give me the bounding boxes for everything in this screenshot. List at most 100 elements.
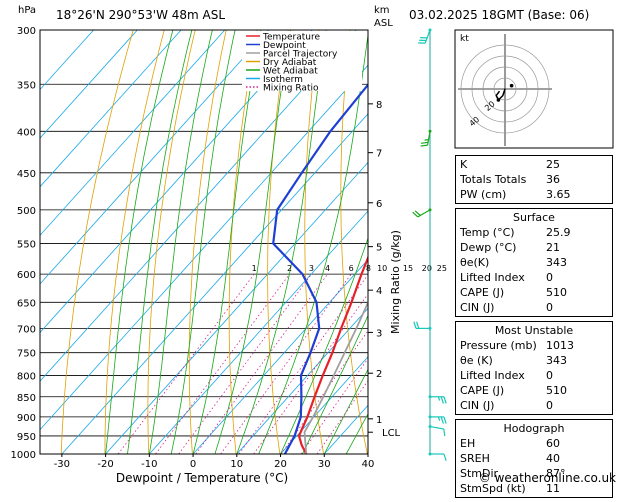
index-value: 36 [546, 172, 608, 187]
height-tick-label: 7 [376, 149, 382, 160]
mixing-ratio-label: 1 [252, 264, 257, 273]
surface-box: Surface Temp (°C)25.9 Dewp (°C)21 θe(K)3… [455, 208, 613, 317]
wind-barb-feather [441, 417, 443, 424]
dry-adiabat-line [409, 30, 454, 454]
pressure-tick-label: 750 [17, 349, 36, 360]
height-unit-label: km [374, 5, 390, 16]
wind-barb-half-feather [425, 140, 429, 141]
wet-adiabat-line [128, 30, 192, 454]
temperature-tick-label: -10 [141, 459, 157, 470]
mu-row: CAPE (J)510 [460, 383, 608, 398]
wind-barb-base [429, 208, 432, 211]
index-value: 3.65 [546, 187, 608, 202]
wind-barb-base [429, 453, 432, 456]
wind-barb-feather [444, 397, 446, 404]
index-value: 21 [546, 240, 608, 255]
index-label: PW (cm) [460, 187, 546, 202]
wind-barb-column [413, 29, 446, 461]
index-value: 510 [546, 285, 608, 300]
height-tick-label: 3 [376, 328, 382, 339]
index-label: θe(K) [460, 255, 546, 270]
temperature-tick-label: -30 [54, 459, 70, 470]
pressure-tick-label: 950 [17, 432, 36, 443]
height-asl-label: ASL [374, 18, 393, 29]
index-label: θe (K) [460, 353, 546, 368]
mixing-ratio-label: 10 [377, 264, 387, 273]
hodograph-unit-label: kt [460, 34, 469, 44]
pressure-unit-label: hPa [18, 5, 36, 16]
height-tick-label: 5 [376, 243, 382, 254]
index-value: 0 [546, 368, 608, 383]
dry-adiabat-line [148, 30, 195, 454]
index-value: 87° [546, 466, 608, 481]
index-value: 40 [546, 451, 608, 466]
mixing-ratio-line [317, 274, 442, 454]
storm-motion-marker [510, 84, 514, 88]
index-label: Pressure (mb) [460, 338, 546, 353]
mixing-ratio-label: 2 [287, 264, 292, 273]
pressure-tick-label: 650 [17, 298, 36, 309]
index-value: 510 [546, 383, 608, 398]
pressure-tick-label: 550 [17, 239, 36, 250]
index-value: 343 [546, 255, 608, 270]
index-label: SREH [460, 451, 546, 466]
index-label: Totals Totals [460, 172, 546, 187]
pressure-tick-label: 450 [17, 169, 36, 180]
index-label: Lifted Index [460, 368, 546, 383]
wind-barb-base [429, 130, 432, 133]
surface-row: θe(K)343 [460, 255, 608, 270]
pressure-tick-label: 800 [17, 371, 36, 382]
wind-barb-base [429, 395, 432, 398]
index-label: CAPE (J) [460, 383, 546, 398]
lcl-label: LCL [382, 428, 401, 439]
index-value: 60 [546, 436, 608, 451]
hodograph-box-title: Hodograph [460, 421, 608, 436]
pressure-tick-label: 350 [17, 80, 36, 91]
mixing-ratio-line [179, 274, 312, 454]
surface-row: Dewp (°C)21 [460, 240, 608, 255]
temperature-tick-label: -20 [97, 459, 113, 470]
height-tick-label: 6 [376, 199, 382, 210]
wind-barb-feather [441, 397, 443, 404]
most-unstable-box: Most Unstable Pressure (mb)1013 θe (K)34… [455, 321, 613, 415]
mixing-ratio-label: 6 [349, 264, 354, 273]
index-value: 0 [546, 398, 608, 413]
height-tick-label: 4 [376, 286, 382, 297]
wet-adiabat-line [171, 30, 235, 454]
pressure-tick-label: 400 [17, 127, 36, 138]
index-value: 343 [546, 353, 608, 368]
index-value: 25.9 [546, 225, 608, 240]
mixing-ratio-label: 8 [366, 264, 371, 273]
pressure-tick-label: 600 [17, 270, 36, 281]
index-label: StmDir [460, 466, 546, 481]
mu-row: θe (K)343 [460, 353, 608, 368]
legend-entry: Mixing Ratio [263, 84, 319, 94]
index-value: 11 [546, 481, 608, 496]
temperature-tick-label: 10 [230, 459, 243, 470]
index-row-pw: PW (cm)3.65 [460, 187, 608, 202]
index-label: CAPE (J) [460, 285, 546, 300]
most-unstable-title: Most Unstable [460, 323, 608, 338]
temperature-tick-label: 30 [318, 459, 331, 470]
index-label: CIN (J) [460, 300, 546, 315]
wind-barb-feather [444, 454, 446, 461]
isotherm-line [0, 30, 356, 454]
mu-row: CIN (J)0 [460, 398, 608, 413]
x-axis-title: Dewpoint / Temperature (°C) [116, 471, 288, 485]
dry-adiabat-line [268, 30, 289, 454]
height-tick-label: 1 [376, 415, 382, 426]
mixing-ratio-label: 25 [437, 264, 447, 273]
surface-title: Surface [460, 210, 608, 225]
wind-barb-staff [425, 30, 430, 43]
pressure-tick-label: 500 [17, 206, 36, 217]
axes-labels: 3003504004505005506006507007508008509009… [11, 26, 447, 470]
index-label: CIN (J) [460, 398, 546, 413]
height-tick-label: 8 [376, 100, 382, 111]
